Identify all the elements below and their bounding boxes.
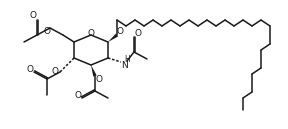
Text: O: O	[88, 30, 94, 38]
Text: O: O	[134, 29, 141, 38]
Text: N: N	[121, 61, 127, 70]
Text: H: H	[124, 54, 130, 63]
Text: O: O	[26, 64, 33, 74]
Polygon shape	[108, 34, 118, 42]
Text: O: O	[117, 26, 124, 35]
Text: O: O	[96, 75, 103, 83]
Text: O: O	[29, 11, 37, 21]
Text: O: O	[52, 67, 58, 76]
Text: O: O	[43, 26, 50, 35]
Text: O: O	[75, 91, 82, 99]
Polygon shape	[91, 65, 97, 77]
